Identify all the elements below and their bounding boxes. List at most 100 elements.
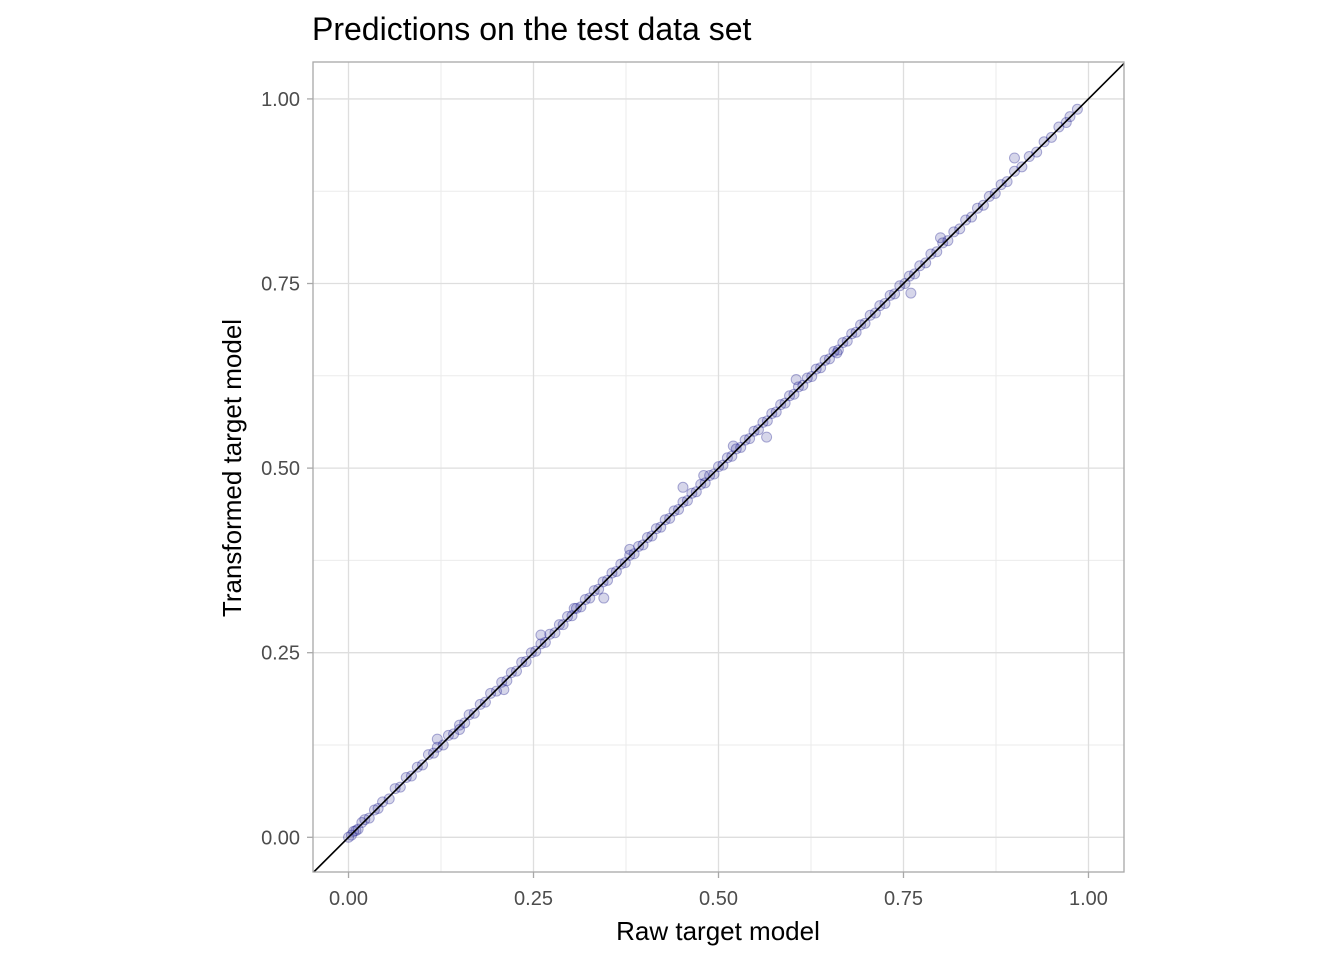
data-point — [442, 729, 454, 741]
data-point — [570, 602, 582, 614]
data-point — [920, 257, 932, 269]
data-point — [474, 698, 486, 710]
data-point — [948, 226, 960, 238]
data-point — [485, 687, 497, 699]
data-point — [846, 328, 858, 340]
data-point — [417, 759, 429, 771]
data-point — [942, 235, 954, 247]
data-point — [1008, 165, 1020, 177]
data-point — [606, 567, 618, 579]
data-point — [837, 337, 849, 349]
data-point — [535, 638, 547, 650]
data-point — [815, 362, 827, 374]
data-point — [766, 407, 778, 419]
data-point — [708, 468, 720, 480]
y-tick-label: 0.75 — [261, 274, 300, 296]
data-point — [454, 719, 466, 731]
data-point — [960, 214, 972, 226]
identity-line — [313, 62, 1125, 873]
data-point — [619, 557, 631, 569]
y-tick-label: 0.00 — [261, 827, 300, 849]
data-point — [925, 248, 937, 260]
data-point — [995, 179, 1007, 191]
data-point — [525, 647, 537, 659]
data-point — [864, 309, 876, 321]
data-point — [588, 585, 600, 597]
y-tick-label: 1.00 — [261, 89, 300, 111]
data-point — [792, 381, 804, 393]
data-point — [717, 459, 729, 471]
data-point — [727, 440, 739, 452]
data-point — [698, 469, 710, 481]
data-point — [431, 733, 443, 745]
data-point — [832, 344, 844, 356]
data-point — [383, 793, 395, 805]
data-point — [1016, 161, 1028, 173]
data-point — [668, 505, 680, 517]
data-point — [905, 287, 917, 299]
y-axis-ticks: 0.00 0.25 0.50 0.75 1.00 — [261, 89, 313, 849]
data-point — [650, 523, 662, 535]
data-point — [468, 707, 480, 719]
data-point — [889, 288, 901, 300]
data-point — [637, 539, 649, 551]
data-point — [520, 656, 532, 668]
data-point — [539, 636, 551, 648]
data-point — [819, 354, 831, 366]
data-point — [557, 619, 569, 631]
data-point — [831, 347, 843, 359]
chart-title: Predictions on the test data set — [312, 11, 751, 47]
data-point — [914, 260, 926, 272]
data-point — [673, 503, 685, 515]
data-point — [726, 450, 738, 462]
data-point — [553, 619, 565, 631]
data-point — [779, 397, 791, 409]
data-point — [966, 211, 978, 223]
data-point — [704, 469, 716, 481]
data-point — [977, 199, 989, 211]
data-point — [584, 592, 596, 604]
data-point — [641, 532, 653, 544]
data-point — [695, 478, 707, 490]
y-axis-label: Transformed target model — [217, 319, 247, 617]
data-point — [855, 319, 867, 331]
data-point — [624, 549, 636, 561]
data-point — [686, 487, 698, 499]
data-point — [491, 685, 503, 697]
data-point — [784, 390, 796, 402]
data-point — [761, 431, 773, 443]
data-point — [690, 486, 702, 498]
data-point — [894, 280, 906, 292]
data-point — [681, 495, 693, 507]
data-point — [659, 514, 671, 526]
data-point — [566, 610, 578, 622]
data-point — [879, 297, 891, 309]
data-point — [841, 335, 853, 347]
data-point — [677, 496, 689, 508]
data-point — [405, 770, 417, 782]
data-point — [909, 268, 921, 280]
data-point — [431, 741, 443, 753]
data-point — [788, 388, 800, 400]
x-tick-label: 0.75 — [884, 888, 923, 910]
data-point — [850, 326, 862, 338]
data-point — [699, 477, 711, 489]
x-axis-ticks: 0.00 0.25 0.50 0.75 1.00 — [329, 872, 1108, 910]
data-point — [448, 728, 460, 740]
data-point — [664, 512, 676, 524]
data-point — [757, 416, 769, 428]
data-point — [874, 300, 886, 312]
data-point — [770, 406, 782, 418]
data-point — [1023, 151, 1035, 163]
data-point — [677, 481, 689, 493]
data-point — [797, 379, 809, 391]
data-point — [937, 237, 949, 249]
data-point — [884, 289, 896, 301]
data-point — [496, 676, 508, 688]
data-point — [1008, 152, 1020, 164]
data-point — [624, 543, 636, 555]
data-point — [459, 717, 471, 729]
data-point — [400, 771, 412, 783]
data-point — [579, 594, 591, 606]
